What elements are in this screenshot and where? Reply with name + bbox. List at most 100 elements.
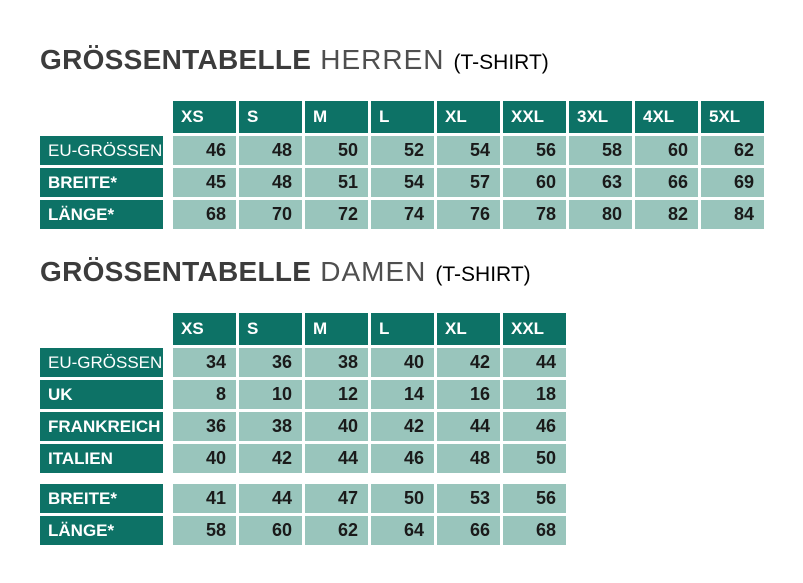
size-value-cell: 42 — [371, 412, 434, 441]
size-value-cell: 57 — [437, 168, 500, 197]
row-label: EU-GRÖSSEN — [40, 136, 163, 165]
row-label: ITALIEN — [40, 444, 163, 473]
size-value-cell: 56 — [503, 484, 566, 513]
size-value-cell: 62 — [701, 136, 764, 165]
size-column-header: M — [305, 313, 368, 345]
size-value-cell: 47 — [305, 484, 368, 513]
womens-table-title: GRÖSSENTABELLE DAMEN (T-SHIRT) — [40, 256, 803, 288]
size-value-cell: 46 — [503, 412, 566, 441]
size-value-cell: 40 — [371, 348, 434, 377]
size-column-header: 3XL — [569, 101, 632, 133]
size-value-cell: 40 — [305, 412, 368, 441]
size-value-cell: 58 — [569, 136, 632, 165]
row-label: FRANKREICH — [40, 412, 163, 441]
table-row: ITALIEN 40 42 44 46 48 50 — [40, 444, 803, 473]
size-value-cell: 64 — [371, 516, 434, 545]
table-row: BREITE* 41 44 47 50 53 56 — [40, 484, 803, 513]
size-column-header: XS — [173, 101, 236, 133]
table-row: BREITE* 45 48 51 54 57 60 63 66 69 — [40, 168, 803, 197]
size-column-header: 5XL — [701, 101, 764, 133]
size-value-cell: 46 — [173, 136, 236, 165]
size-value-cell: 38 — [305, 348, 368, 377]
size-value-cell: 16 — [437, 380, 500, 409]
size-value-cell: 36 — [239, 348, 302, 377]
size-value-cell: 60 — [239, 516, 302, 545]
table-row: UK 8 10 12 14 16 18 — [40, 380, 803, 409]
size-column-header: 4XL — [635, 101, 698, 133]
header-row: XS S M L XL XXL — [40, 313, 803, 345]
size-value-cell: 51 — [305, 168, 368, 197]
title-suffix-herren: (T-SHIRT) — [453, 51, 549, 74]
size-value-cell: 50 — [503, 444, 566, 473]
size-column-header: XL — [437, 101, 500, 133]
size-value-cell: 58 — [173, 516, 236, 545]
table-row: LÄNGE* 68 70 72 74 76 78 80 82 84 — [40, 200, 803, 229]
size-value-cell: 40 — [173, 444, 236, 473]
size-value-cell: 50 — [371, 484, 434, 513]
size-column-header: XXL — [503, 313, 566, 345]
size-column-header: S — [239, 101, 302, 133]
size-value-cell: 76 — [437, 200, 500, 229]
header-row: XS S M L XL XXL 3XL 4XL 5XL — [40, 101, 803, 133]
size-value-cell: 60 — [635, 136, 698, 165]
size-value-cell: 42 — [239, 444, 302, 473]
size-value-cell: 48 — [239, 136, 302, 165]
size-value-cell: 38 — [239, 412, 302, 441]
size-value-cell: 52 — [371, 136, 434, 165]
size-value-cell: 68 — [173, 200, 236, 229]
size-value-cell: 74 — [371, 200, 434, 229]
size-value-cell: 12 — [305, 380, 368, 409]
size-value-cell: 44 — [305, 444, 368, 473]
size-value-cell: 41 — [173, 484, 236, 513]
size-value-cell: 48 — [239, 168, 302, 197]
row-label: LÄNGE* — [40, 516, 163, 545]
row-label: LÄNGE* — [40, 200, 163, 229]
size-value-cell: 69 — [701, 168, 764, 197]
size-value-cell: 54 — [371, 168, 434, 197]
table-row: EU-GRÖSSEN 46 48 50 52 54 56 58 60 62 — [40, 136, 803, 165]
size-value-cell: 82 — [635, 200, 698, 229]
size-value-cell: 70 — [239, 200, 302, 229]
size-value-cell: 42 — [437, 348, 500, 377]
size-column-header: S — [239, 313, 302, 345]
size-value-cell: 63 — [569, 168, 632, 197]
size-column-header: XL — [437, 313, 500, 345]
title-main-damen: GRÖSSENTABELLE — [40, 256, 312, 287]
size-value-cell: 53 — [437, 484, 500, 513]
size-column-header: XXL — [503, 101, 566, 133]
size-value-cell: 68 — [503, 516, 566, 545]
title-main-herren: GRÖSSENTABELLE — [40, 44, 312, 75]
size-value-cell: 66 — [635, 168, 698, 197]
size-value-cell: 62 — [305, 516, 368, 545]
size-value-cell: 44 — [503, 348, 566, 377]
size-value-cell: 10 — [239, 380, 302, 409]
row-label: BREITE* — [40, 484, 163, 513]
title-sub-damen: DAMEN — [320, 256, 427, 287]
size-value-cell: 44 — [437, 412, 500, 441]
size-column-header: M — [305, 101, 368, 133]
size-value-cell: 36 — [173, 412, 236, 441]
size-value-cell: 44 — [239, 484, 302, 513]
size-value-cell: 46 — [371, 444, 434, 473]
size-column-header: L — [371, 101, 434, 133]
size-value-cell: 80 — [569, 200, 632, 229]
size-value-cell: 48 — [437, 444, 500, 473]
row-label: BREITE* — [40, 168, 163, 197]
row-label: UK — [40, 380, 163, 409]
size-value-cell: 45 — [173, 168, 236, 197]
mens-table-title: GRÖSSENTABELLE HERREN (T-SHIRT) — [40, 44, 803, 76]
table-row: LÄNGE* 58 60 62 64 66 68 — [40, 516, 803, 545]
title-suffix-damen: (T-SHIRT) — [435, 263, 531, 286]
mens-size-table: XS S M L XL XXL 3XL 4XL 5XL EU-GRÖSSEN 46 48 50 52 54 5… — [40, 101, 803, 229]
header-spacer — [40, 101, 170, 133]
size-value-cell: 54 — [437, 136, 500, 165]
size-value-cell: 60 — [503, 168, 566, 197]
womens-size-table: XS S M L XL XXL EU-GRÖSSEN 34 36 38 40 42 44 UK 8 10 12 1… — [40, 313, 803, 545]
table-row: EU-GRÖSSEN 34 36 38 40 42 44 — [40, 348, 803, 377]
table-row: FRANKREICH 36 38 40 42 44 46 — [40, 412, 803, 441]
size-value-cell: 66 — [437, 516, 500, 545]
size-value-cell: 72 — [305, 200, 368, 229]
size-value-cell: 78 — [503, 200, 566, 229]
row-label: EU-GRÖSSEN — [40, 348, 163, 377]
